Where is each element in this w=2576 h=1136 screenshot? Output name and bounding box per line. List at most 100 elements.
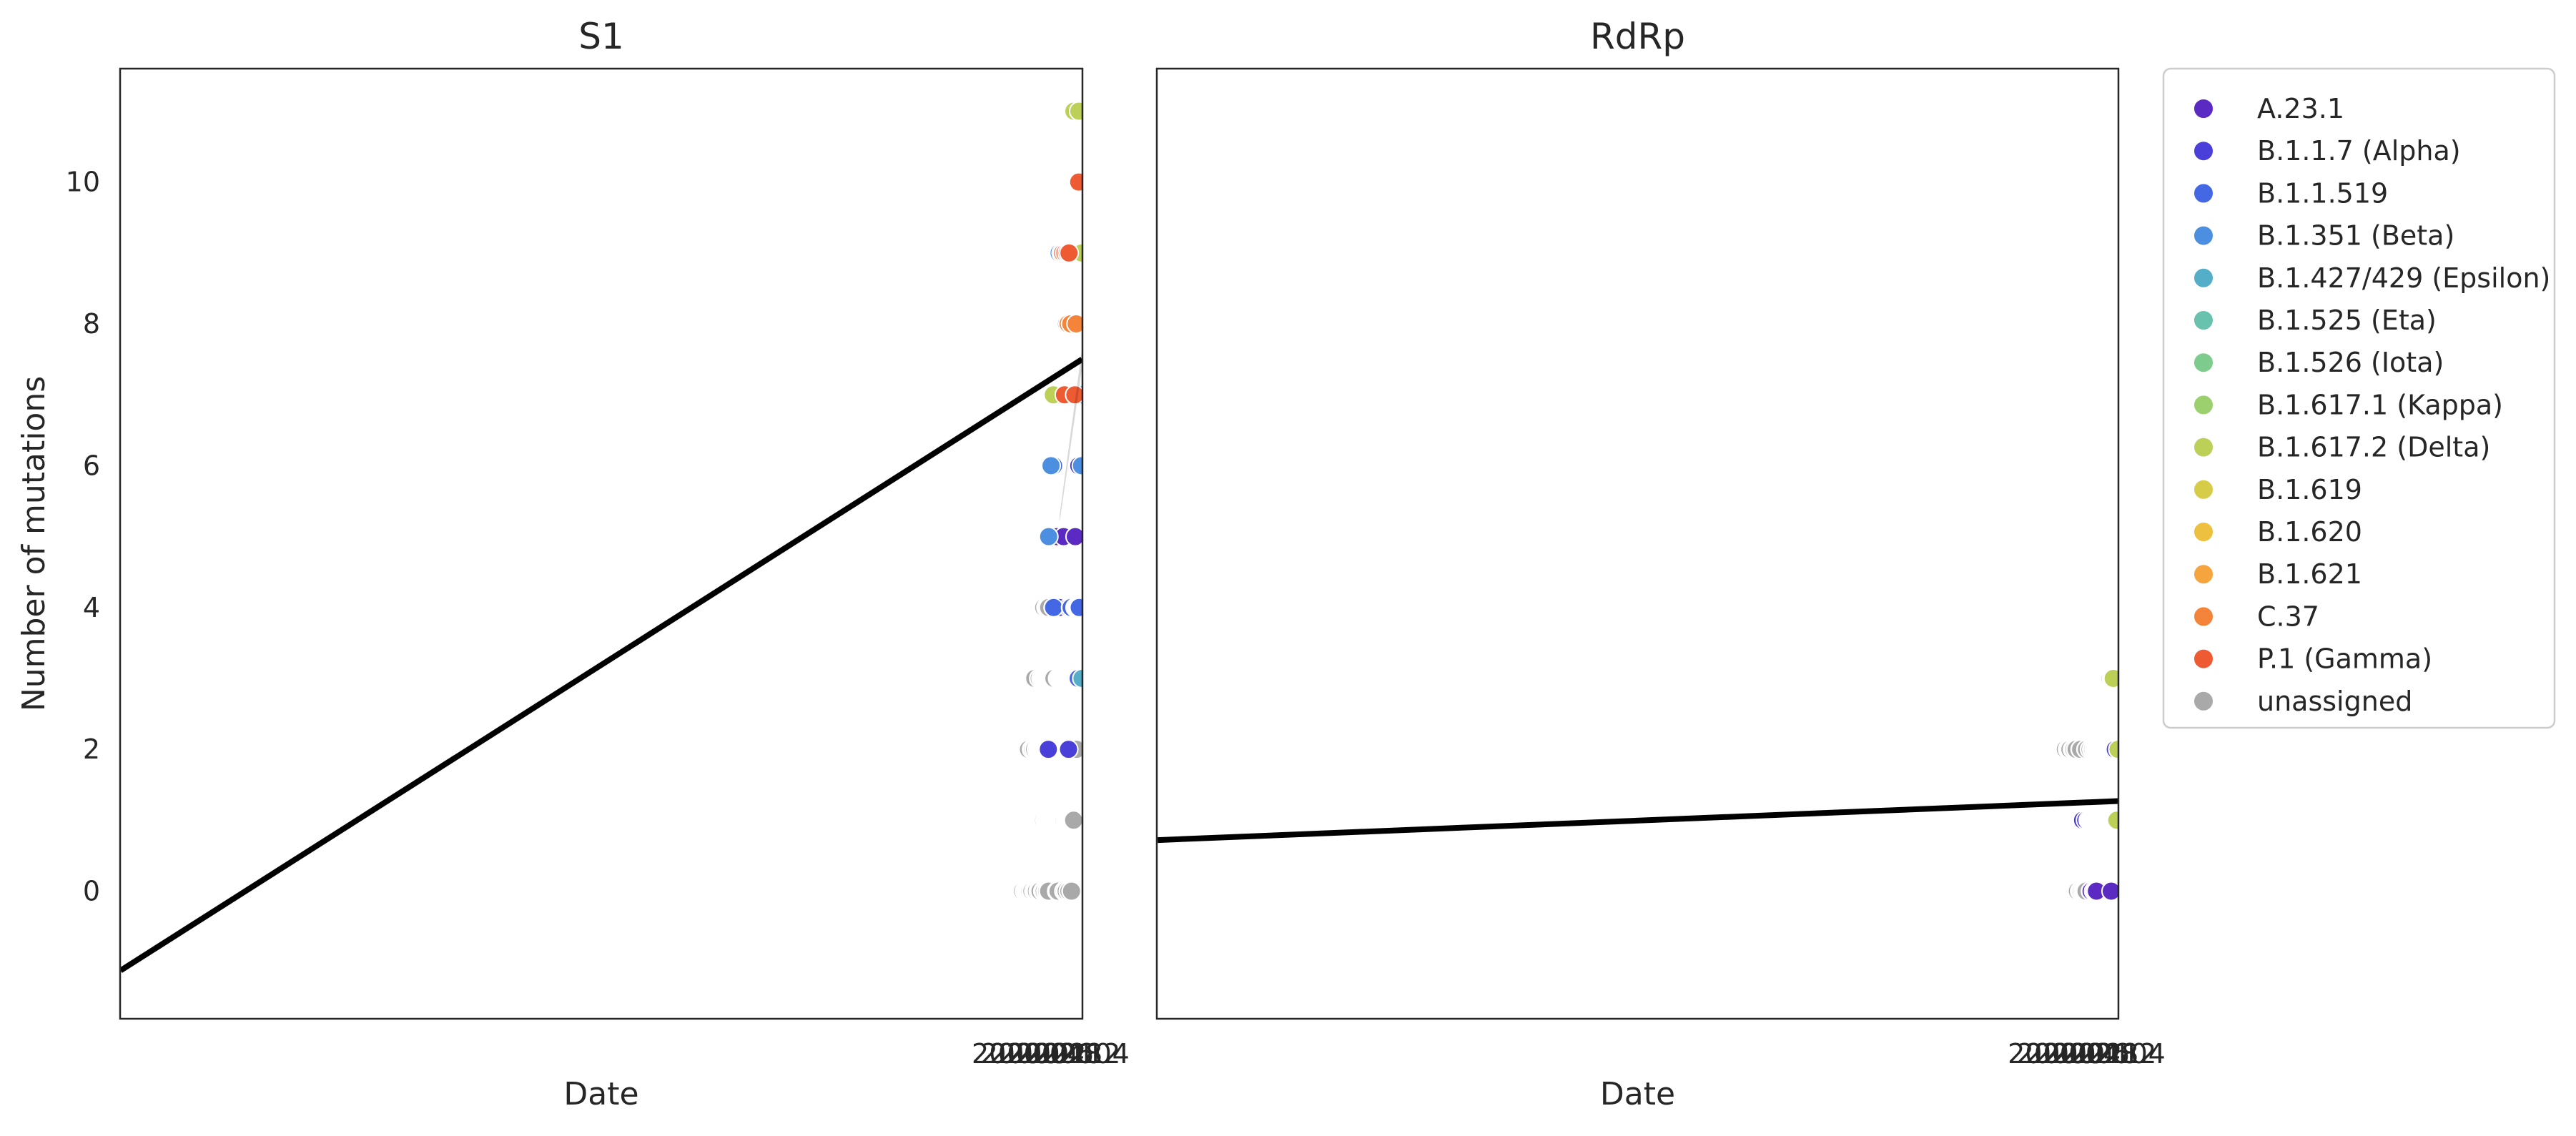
x-tick-label: 2021.2 bbox=[2061, 1038, 2156, 1070]
legend-marker bbox=[2193, 521, 2214, 543]
legend-marker bbox=[2193, 140, 2214, 162]
legend-item: B.1.617.2 (Delta) bbox=[2193, 432, 2490, 463]
series-b-1-617-2-delta- bbox=[2101, 668, 2118, 831]
scatter-point bbox=[1068, 101, 1082, 122]
x-tick-label: 2021.0 bbox=[1017, 1038, 1112, 1070]
series-unassigned bbox=[1009, 242, 1082, 902]
legend-marker bbox=[2193, 394, 2214, 416]
legend-marker bbox=[2193, 267, 2214, 289]
x-tick-label: 2020.0 bbox=[2008, 1038, 2103, 1070]
y-tick-label: 8 bbox=[83, 308, 100, 340]
x-tick-label: 2020.2 bbox=[2017, 1038, 2112, 1070]
panel-title: S1 bbox=[578, 16, 624, 57]
y-axis-label: Number of mutations bbox=[16, 376, 52, 711]
legend-label: B.1.621 bbox=[2257, 558, 2362, 590]
scatter-point bbox=[1038, 526, 1059, 547]
scatter-point bbox=[1058, 739, 1079, 760]
legend-label: P.1 (Gamma) bbox=[2257, 643, 2432, 675]
scatter-point bbox=[1038, 739, 1059, 760]
legend-label: B.1.351 (Beta) bbox=[2257, 220, 2454, 252]
legend-label: B.1.525 (Eta) bbox=[2257, 305, 2437, 336]
scatter-point bbox=[1059, 242, 1080, 263]
legend-label: B.1.1.7 (Alpha) bbox=[2257, 135, 2461, 167]
x-tick-label: 2021.2 bbox=[1025, 1038, 1120, 1070]
x-axis-label: Date bbox=[563, 1076, 638, 1112]
legend-item: B.1.526 (Iota) bbox=[2193, 347, 2444, 378]
legend-item: B.1.351 (Beta) bbox=[2193, 220, 2454, 252]
regression-ci-band bbox=[1059, 348, 1082, 523]
legend-item: B.1.1.519 bbox=[2193, 177, 2388, 209]
series-c-37 bbox=[1057, 314, 1082, 335]
legend-marker bbox=[2193, 98, 2214, 119]
legend-marker bbox=[2193, 478, 2214, 500]
scatter-point bbox=[1065, 385, 1082, 405]
legend-item: A.23.1 bbox=[2193, 93, 2344, 124]
legend-marker bbox=[2193, 563, 2214, 586]
legend-label: B.1.617.2 (Delta) bbox=[2257, 432, 2490, 463]
legend: A.23.1 B.1.1.7 (Alpha) B.1.1.519 B.1.351 (B… bbox=[2162, 67, 2556, 729]
x-tick-label: 2021.4 bbox=[2071, 1038, 2166, 1070]
x-tick-label: 2020.8 bbox=[2043, 1038, 2138, 1070]
regression-line bbox=[120, 357, 1082, 973]
legend-marker bbox=[2193, 182, 2214, 204]
regression-line bbox=[1158, 798, 2118, 844]
x-tick-label: 2020.4 bbox=[2025, 1038, 2121, 1070]
legend-label: B.1.427/429 (Epsilon) bbox=[2257, 262, 2550, 294]
scatter-point bbox=[1071, 455, 1082, 476]
legend-marker bbox=[2193, 690, 2214, 712]
panel-marks bbox=[120, 101, 1082, 973]
x-tick-label: 2020.8 bbox=[1007, 1038, 1102, 1070]
legend-item: B.1.427/429 (Epsilon) bbox=[2193, 262, 2550, 294]
legend-item: B.1.621 bbox=[2193, 558, 2362, 590]
legend-box bbox=[2162, 67, 2556, 729]
scatter-point bbox=[2106, 810, 2118, 831]
legend-label: B.1.619 bbox=[2257, 474, 2362, 505]
legend-marker bbox=[2193, 648, 2214, 670]
legend-item: P.1 (Gamma) bbox=[2193, 643, 2432, 675]
series-p-1-gamma- bbox=[1052, 172, 1082, 405]
legend-item: C.37 bbox=[2193, 601, 2319, 632]
x-tick-label: 2020.4 bbox=[990, 1038, 1085, 1070]
plot-frame bbox=[119, 67, 1084, 1020]
y-tick-label: 0 bbox=[83, 875, 100, 907]
legend-item: B.1.617.1 (Kappa) bbox=[2193, 389, 2503, 420]
scatter-point bbox=[1065, 526, 1082, 547]
y-tick-label: 10 bbox=[66, 167, 100, 198]
panel-marks bbox=[1158, 668, 2118, 902]
panel-s1: 2020.02020.22020.42020.62020.82021.02021… bbox=[16, 16, 1130, 1112]
scatter-point bbox=[1041, 455, 1062, 476]
scatter-point bbox=[1066, 314, 1082, 335]
legend-label: B.1.526 (Iota) bbox=[2257, 347, 2444, 378]
x-tick-label: 2021.0 bbox=[2053, 1038, 2148, 1070]
scatter-point bbox=[1043, 597, 1064, 618]
legend-item: B.1.525 (Eta) bbox=[2193, 305, 2437, 336]
panel-rdrp: 2020.02020.22020.42020.62020.82021.02021… bbox=[1155, 16, 2166, 1112]
plot-frame bbox=[1155, 67, 2120, 1020]
scatter-point bbox=[1068, 172, 1082, 192]
legend-item: B.1.619 bbox=[2193, 474, 2362, 505]
legend-marker bbox=[2193, 436, 2214, 458]
scatter-point bbox=[1063, 810, 1082, 831]
legend-marker bbox=[2193, 224, 2214, 247]
scatter-point bbox=[1069, 597, 1082, 618]
scatter-point bbox=[1061, 881, 1082, 902]
legend-label: B.1.617.1 (Kappa) bbox=[2257, 389, 2503, 420]
series-a-23-1 bbox=[2081, 881, 2118, 902]
legend-marker bbox=[2193, 352, 2214, 374]
x-tick-label: 2020.2 bbox=[981, 1038, 1076, 1070]
legend-item: B.1.1.7 (Alpha) bbox=[2193, 135, 2461, 167]
legend-label: B.1.1.519 bbox=[2257, 177, 2388, 209]
legend-label: C.37 bbox=[2257, 601, 2319, 632]
panel-title: RdRp bbox=[1590, 16, 1685, 57]
x-tick-label: 2020.0 bbox=[972, 1038, 1067, 1070]
x-tick-label: 2021.4 bbox=[1035, 1038, 1130, 1070]
x-axis-label: Date bbox=[1600, 1076, 1675, 1112]
legend-item: B.1.620 bbox=[2193, 516, 2362, 548]
legend-label: A.23.1 bbox=[2257, 93, 2344, 124]
x-tick-label: 2020.6 bbox=[999, 1038, 1094, 1070]
legend-label: unassigned bbox=[2257, 686, 2412, 717]
legend-label: B.1.620 bbox=[2257, 516, 2362, 548]
legend-marker bbox=[2193, 310, 2214, 331]
